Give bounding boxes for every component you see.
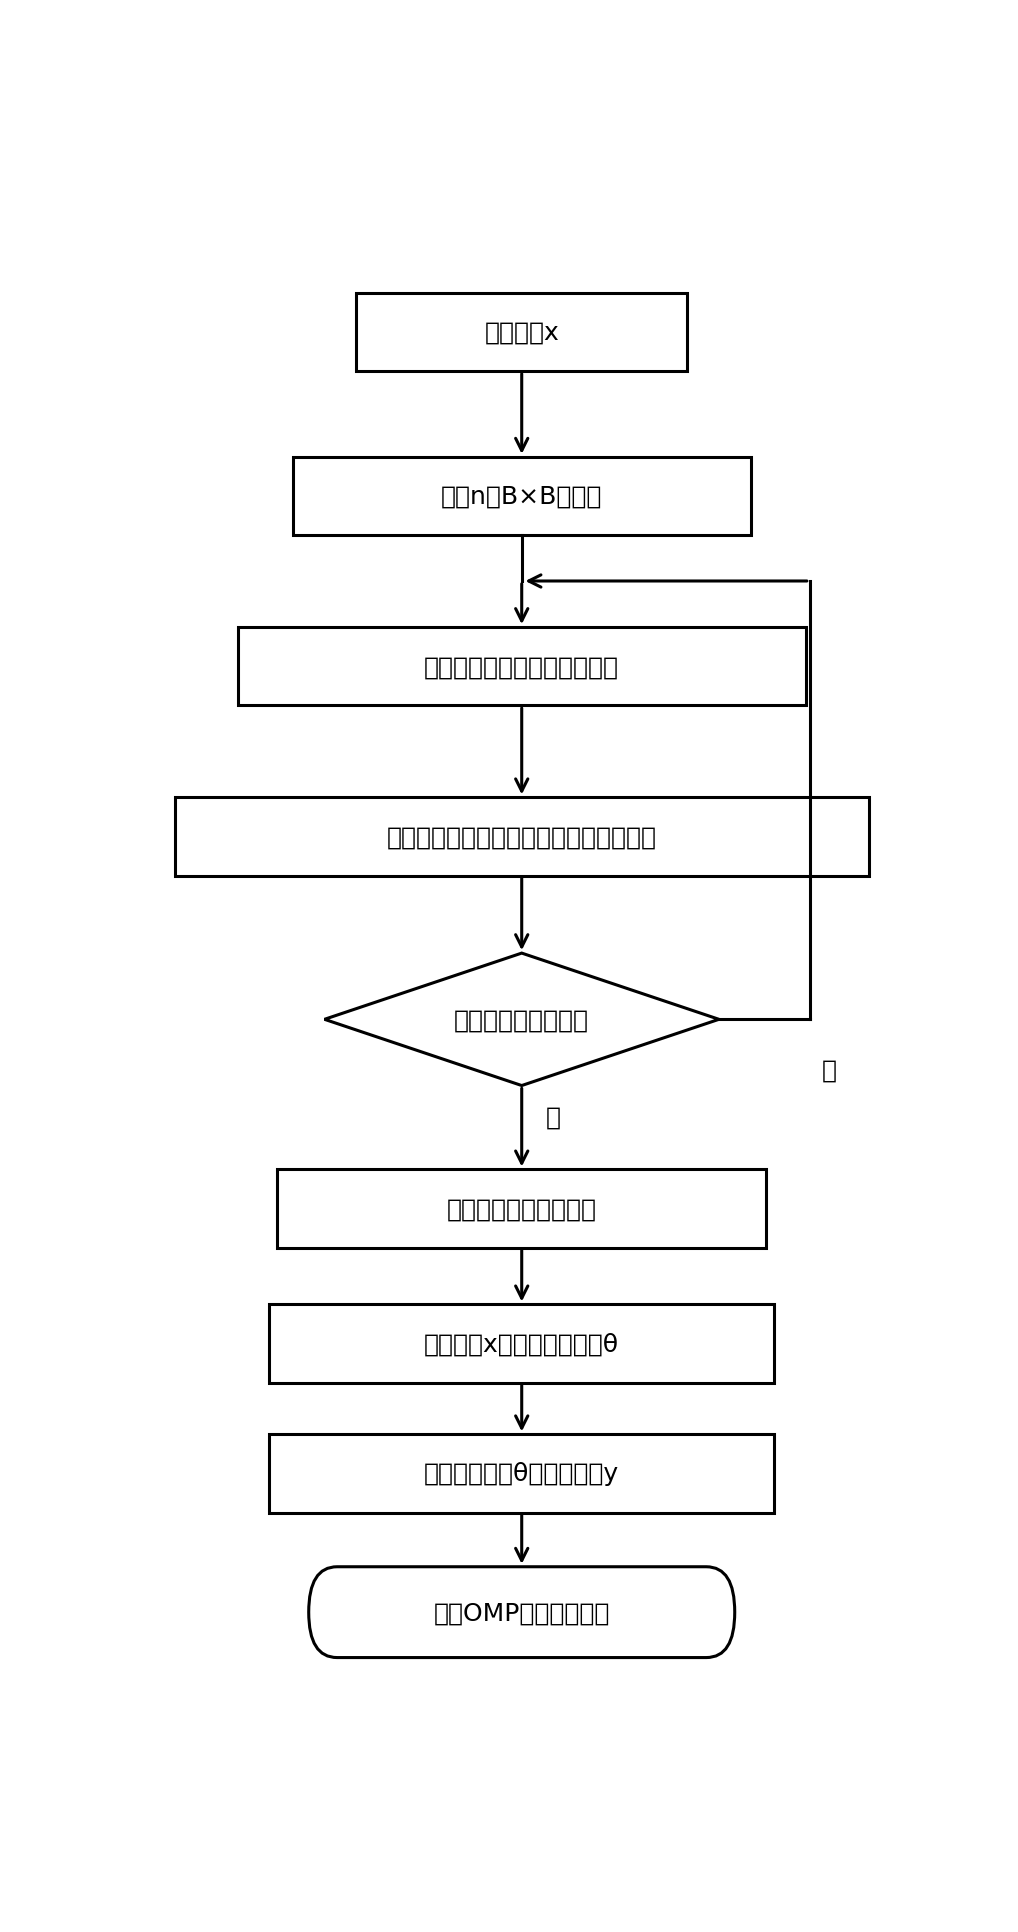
FancyBboxPatch shape	[356, 294, 687, 371]
FancyBboxPatch shape	[175, 798, 869, 875]
Text: 求得每个子块的灰度共生矩阵的平均燵値: 求得每个子块的灰度共生矩阵的平均燵値	[387, 825, 657, 848]
Text: 否: 否	[546, 1105, 560, 1128]
Text: 求得每个子块的灰度共生矩阵: 求得每个子块的灰度共生矩阵	[425, 655, 619, 678]
FancyBboxPatch shape	[269, 1435, 775, 1513]
FancyBboxPatch shape	[308, 1567, 735, 1658]
FancyBboxPatch shape	[269, 1304, 775, 1383]
Text: 是: 是	[822, 1057, 837, 1082]
Text: 读取图像x: 读取图像x	[485, 321, 559, 344]
FancyBboxPatch shape	[293, 458, 750, 535]
Text: 获得稀疏向量θ的观测向量y: 获得稀疏向量θ的观测向量y	[425, 1463, 619, 1486]
Text: 通过OMP算法重建图像: 通过OMP算法重建图像	[434, 1600, 610, 1625]
Text: 分成n个B×B的子块: 分成n个B×B的子块	[441, 485, 603, 508]
FancyBboxPatch shape	[238, 628, 806, 705]
Text: 获得图像x的稀疏表示向量θ: 获得图像x的稀疏表示向量θ	[425, 1331, 619, 1356]
Text: 是否需要继续分块？: 是否需要继续分块？	[454, 1009, 589, 1032]
Polygon shape	[325, 954, 719, 1086]
Text: 求得每个子块的采样率: 求得每个子块的采样率	[447, 1198, 597, 1221]
FancyBboxPatch shape	[277, 1169, 767, 1248]
